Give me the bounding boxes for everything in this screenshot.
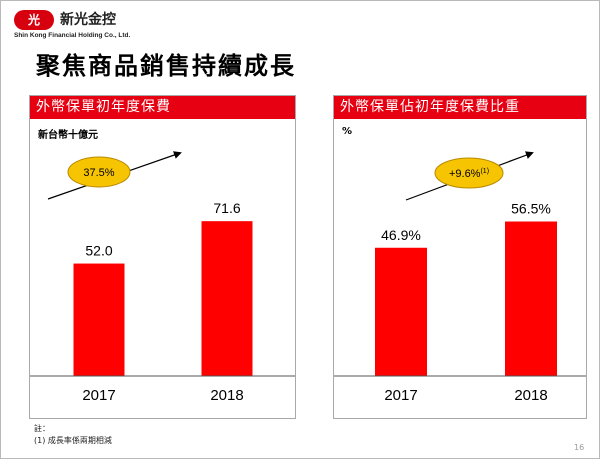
tick-label-2017: 2017: [82, 387, 115, 404]
panel-title: 外幣保單初年度保費: [30, 96, 295, 119]
page-title: 聚焦商品銷售持續成長: [36, 52, 296, 80]
tick-label-2018: 2018: [210, 387, 243, 404]
bar-2017: [375, 247, 427, 376]
panel-title: 外幣保單佔初年度保費比重: [334, 96, 586, 119]
panel-fx-share: 外幣保單佔初年度保費比重 % 46.9% 2017 56.5% 2018 +9.6%(1…: [333, 95, 587, 419]
bar-2018: [201, 221, 253, 376]
company-name: 新光金控: [60, 12, 116, 28]
growth-badge-label: 37.5%: [83, 167, 114, 179]
growth-badge-label: +9.6%(1): [449, 168, 489, 180]
panel-fx-premium: 外幣保單初年度保費 新台幣十億元 52.0 2017 71.6 2018 37.5%: [29, 95, 296, 419]
unit-label: 新台幣十億元: [38, 130, 98, 141]
growth-badge: [434, 157, 504, 189]
footnote-item: (1) 成長率係兩期相減: [34, 436, 112, 445]
footnote-label: 註：: [34, 424, 50, 433]
growth-badge-footnote-mark: (1): [480, 168, 489, 175]
bar-chart-fx-share: 46.9% 2017 56.5% 2018 +9.6%(1): [334, 151, 586, 404]
growth-badge: [67, 156, 131, 188]
bar-2017: [73, 263, 125, 376]
data-label-2018: 56.5%: [511, 201, 551, 217]
page-number: 16: [574, 443, 585, 452]
company-subtitle: Shin Kong Financial Holding Co., Ltd.: [14, 32, 131, 39]
footnote: 註： (1) 成長率係兩期相減: [34, 423, 112, 447]
unit-label: %: [342, 126, 353, 137]
data-label-2018: 71.6: [213, 200, 240, 216]
data-label-2017: 46.9%: [381, 227, 421, 243]
tick-label-2017: 2017: [384, 387, 417, 404]
bar-2018: [505, 221, 557, 376]
logo-mark-icon: 光: [14, 10, 54, 30]
bar-chart-fx-premium: 52.0 2017 71.6 2018 37.5%: [30, 151, 295, 404]
tick-label-2018: 2018: [514, 387, 547, 404]
data-label-2017: 52.0: [85, 243, 112, 259]
